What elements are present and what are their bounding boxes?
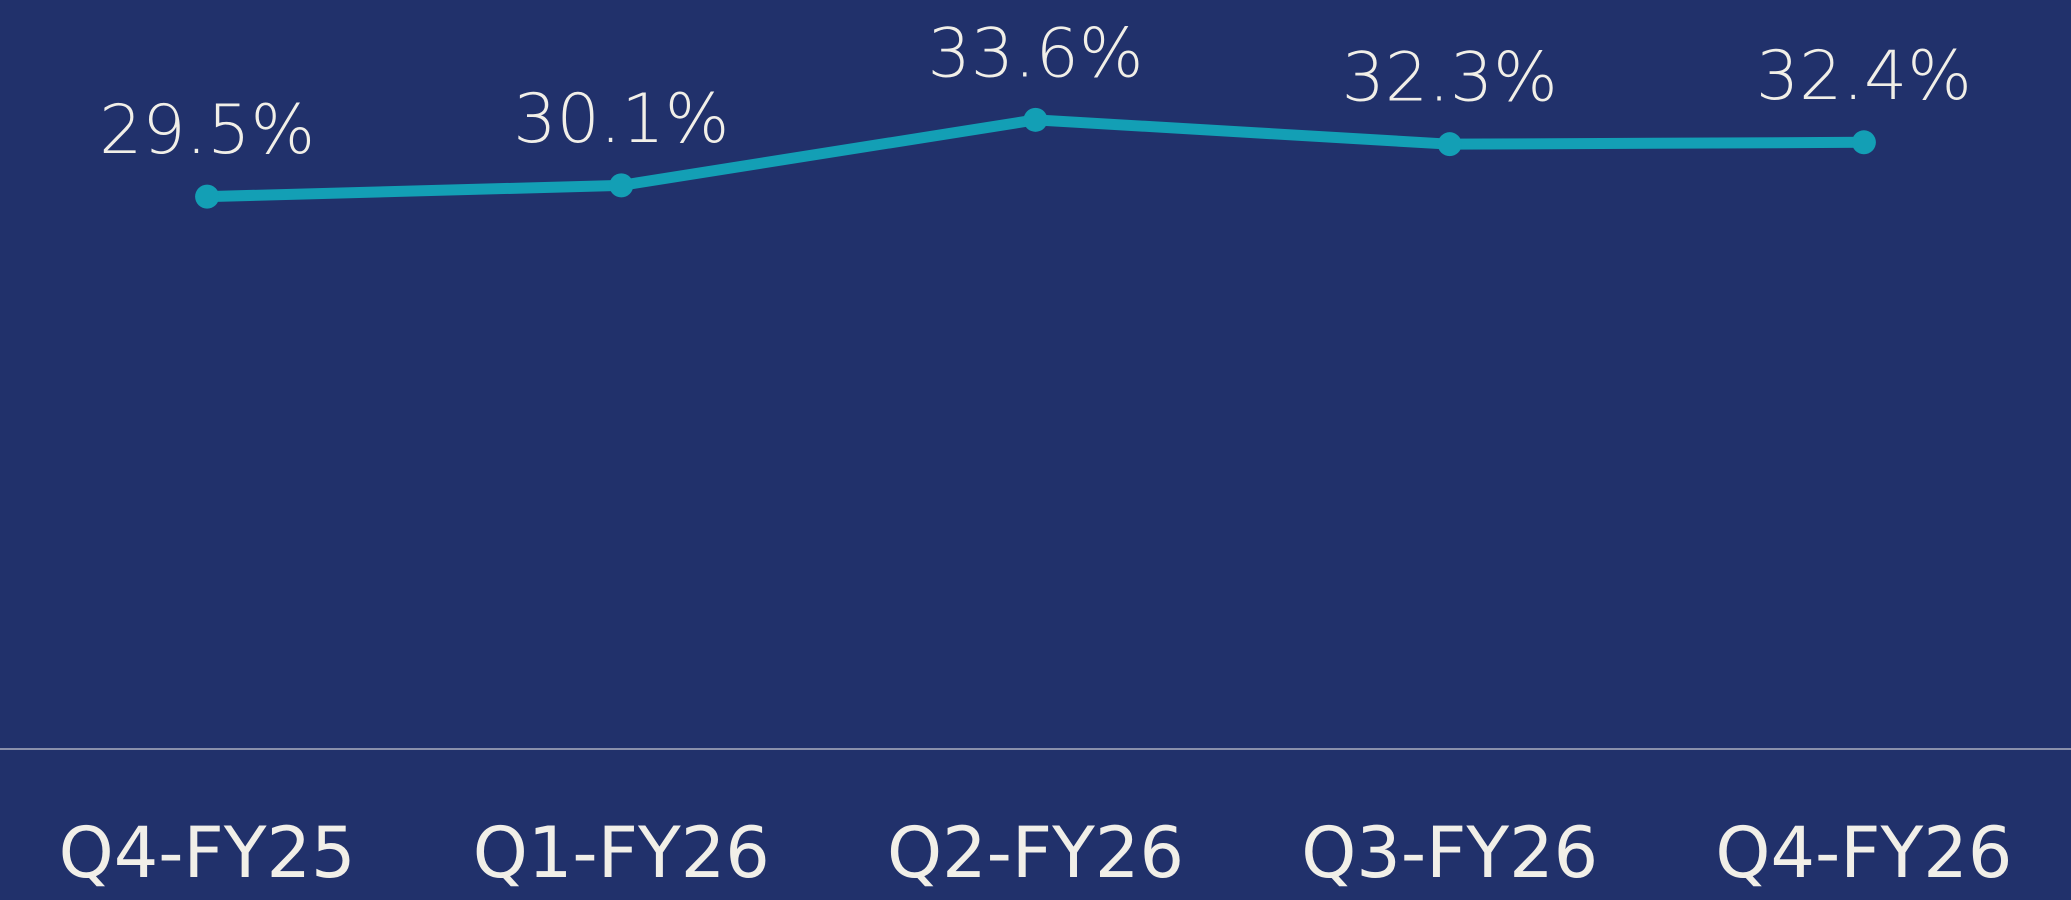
x-tick-label: Q4-FY25 xyxy=(59,812,356,894)
x-tick-label: Q4-FY26 xyxy=(1715,812,2012,894)
data-point xyxy=(1023,107,1048,132)
data-label: 30.1% xyxy=(513,80,729,159)
x-tick-label: Q1-FY26 xyxy=(473,812,770,894)
data-label: 29.5% xyxy=(99,91,315,170)
x-tick-label: Q2-FY26 xyxy=(887,812,1184,894)
data-point xyxy=(1437,132,1462,157)
data-point xyxy=(195,184,220,209)
x-tick-label: Q3-FY26 xyxy=(1301,812,1598,894)
data-label: 32.3% xyxy=(1342,39,1558,118)
data-label: 33.6% xyxy=(927,14,1143,93)
data-point xyxy=(1851,130,1876,155)
data-label: 32.4% xyxy=(1756,37,1972,116)
data-point xyxy=(609,173,634,198)
